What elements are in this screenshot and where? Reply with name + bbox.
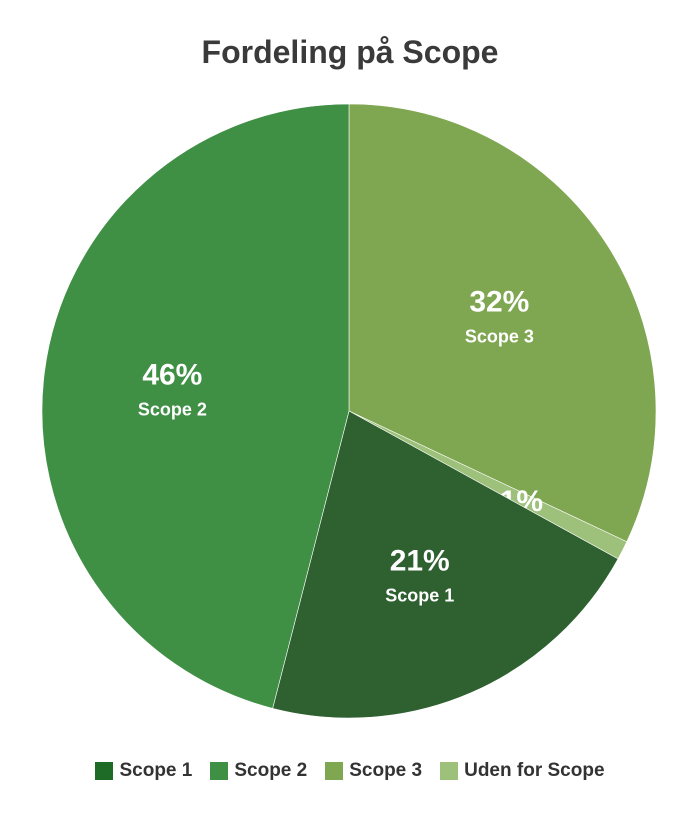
legend-item-scope-2: Scope 2: [210, 760, 307, 782]
slice-label-scope-2: Scope 2: [138, 400, 207, 420]
slice-label-scope-1: Scope 1: [385, 585, 454, 605]
legend-swatch-uden-for-scope: [440, 762, 459, 780]
legend-label-scope-2: Scope 2: [234, 760, 308, 781]
legend-item-scope-3: Scope 3: [325, 760, 422, 782]
slice-percent-scope-3: 32%: [469, 286, 529, 319]
legend-item-scope-1: Scope 1: [95, 760, 192, 782]
legend-label-scope-3: Scope 3: [349, 760, 423, 781]
pie-slice-scope-3: [348, 103, 657, 543]
legend: Scope 1 Scope 2 Scope 3 Uden for Scope: [0, 760, 700, 782]
slice-label-scope-3: Scope 3: [465, 327, 534, 347]
legend-swatch-scope-3: [325, 762, 344, 780]
legend-swatch-scope-1: [95, 762, 114, 780]
legend-label-scope-1: Scope 1: [119, 760, 193, 781]
legend-swatch-scope-2: [210, 762, 229, 780]
slice-percent-scope-2: 46%: [142, 359, 202, 392]
legend-item-uden-for-scope: Uden for Scope: [440, 760, 605, 782]
legend-label-uden-for-scope: Uden for Scope: [464, 760, 605, 781]
slice-percent-scope-1: 21%: [390, 544, 450, 577]
pie-slice-scope-2: [41, 103, 350, 709]
chart-title: Fordeling på Scope: [201, 34, 499, 70]
pie-slice-scope-1: [272, 410, 619, 719]
